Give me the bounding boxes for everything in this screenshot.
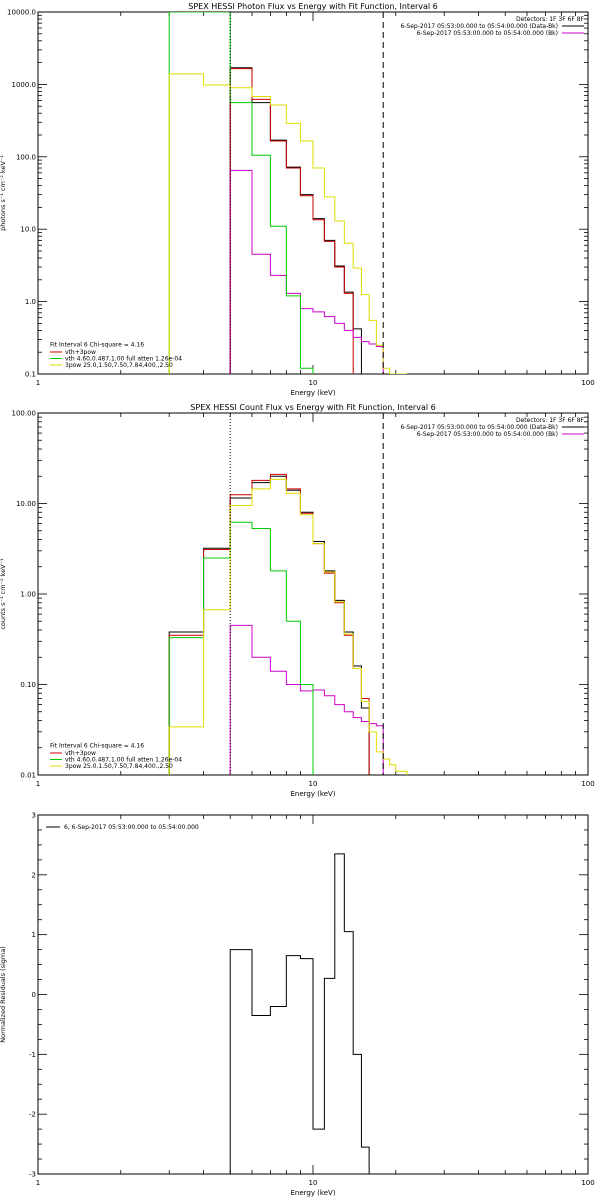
y-tick-label: -2 (29, 1111, 36, 1119)
legend-bottom: Fit Interval 6 Chi-square = 4.16vth+3pow… (50, 743, 182, 770)
legend-entry: vth 4.60,0.487,1.00 full atten 1.26e-04 (65, 356, 182, 363)
y-tick-label: 0.10 (20, 681, 36, 689)
legend-bottom: Fit Interval 6 Chi-square = 4.16vth+3pow… (50, 342, 182, 369)
plot-frame (37, 11, 589, 375)
y-tick-label: 1000.0 (12, 81, 37, 89)
legend-header: Fit Interval 6 Chi-square = 4.16 (50, 743, 144, 750)
chart-title: SPEX HESSI Photon Flux vs Energy with Fi… (188, 2, 438, 11)
y-tick-label: 100.00 (12, 410, 37, 418)
legend-top: Detectors: 1F 3F 6F 8F6-Sep-2017 05:53:0… (400, 16, 584, 37)
x-axis-label: Energy (keV) (290, 389, 335, 397)
x-tick-label: 100 (581, 379, 594, 387)
series-line-4 (168, 12, 314, 374)
legend-header: Fit Interval 6 Chi-square = 4.16 (50, 342, 144, 349)
legend-top: Detectors: 1F 3F 6F 8F6-Sep-2017 05:53:0… (400, 417, 584, 438)
y-tick-label: 0.01 (20, 772, 36, 780)
series-line-3 (229, 624, 384, 775)
series-line-5 (168, 73, 408, 374)
series-line-1 (168, 475, 370, 775)
chart-panel-3: 1 10 100 Energy (keV) -3 -2 -1 0 1 2 3 Normalized R… (0, 812, 595, 1198)
x-tick-label: 100 (581, 1179, 594, 1187)
series-group (168, 12, 408, 374)
y-tick-label: -3 (29, 1171, 36, 1179)
x-tick-label: 10 (309, 1179, 318, 1187)
chart-title: SPEX HESSI Count Flux vs Energy with Fit… (190, 403, 435, 412)
series-group (229, 853, 384, 1174)
y-tick-label: 1.0 (25, 298, 36, 306)
y-axis-label: Normalized Residuals (sigma) (0, 946, 7, 1043)
series-line-3 (229, 169, 384, 374)
legend-entry: 3pow 25.0,1.50,7.50,7.84,400.,2.50 (65, 362, 173, 369)
y-axis: 0.1 1.0 10.0 100.0 1000.0 10000.0 photons s⁻¹ … (0, 9, 588, 379)
y-tick-label: 1 (32, 931, 36, 939)
y-axis-label: photons s⁻¹ cm⁻² keV⁻¹ (0, 155, 7, 231)
legend-entry: vth+3pow (65, 750, 96, 757)
y-tick-label: 10.0 (20, 226, 36, 234)
x-axis: 1 10 100 Energy (keV) (36, 413, 595, 798)
legend-entry: vth 4.60,0.487,1.00 full atten 1.26e-04 (65, 757, 182, 764)
y-tick-label: -1 (29, 1051, 36, 1059)
series-line-5 (168, 478, 408, 775)
series-line-4 (168, 521, 314, 775)
y-tick-label: 10000.0 (7, 9, 36, 17)
y-tick-label: 0 (32, 991, 36, 999)
legend-entry: 6-Sep-2017 05:53:00.000 to 05:54:00.000 … (417, 30, 558, 37)
x-tick-label: 1 (36, 379, 40, 387)
legend-entry: 3pow 25.0,1.50,7.50,7.84,400.,2.50 (65, 763, 173, 770)
legend-header: Detectors: 1F 3F 6F 8F (516, 16, 585, 23)
x-tick-label: 1 (36, 1179, 40, 1187)
y-tick-label: 10.00 (16, 500, 36, 508)
x-axis: 1 10 100 Energy (keV) (36, 12, 595, 397)
series-line-2 (229, 68, 354, 374)
legend-entry: 6-Sep-2017 05:53:00.000 to 05:54:00.000 … (417, 431, 558, 438)
legend-entry: vth+3pow (65, 349, 96, 356)
legend-entry: 6-Sep-2017 05:53:00.000 to 05:54:00.000 … (400, 23, 558, 30)
legend-entry: 6, 6-Sep-2017 05:53:00.000 to 05:54:00.0… (64, 824, 199, 831)
y-axis-label: counts s⁻¹ cm⁻² keV⁻¹ (0, 558, 7, 630)
y-tick-label: 100.0 (16, 153, 36, 161)
x-tick-label: 1 (36, 780, 40, 788)
x-tick-label: 10 (309, 379, 318, 387)
y-tick-label: 2 (32, 871, 36, 879)
y-tick-label: 0.1 (25, 371, 36, 379)
legend-header: Detectors: 1F 3F 6F 8F (516, 417, 585, 424)
y-axis: 0.01 0.10 1.00 10.00 100.00 counts s⁻¹ cm⁻² k… (0, 410, 588, 780)
x-axis-label: Energy (keV) (290, 790, 335, 798)
series-line-2 (168, 473, 370, 775)
series-group (168, 473, 408, 775)
x-axis-label: Energy (keV) (290, 1189, 335, 1197)
y-axis: -3 -2 -1 0 1 2 3 Normalized Residuals (sigma) (0, 812, 588, 1179)
chart-panel-2: 1 10 100 Energy (keV) 0.01 0.10 1.00 10.00 100.0… (0, 403, 595, 798)
y-tick-label: 3 (32, 812, 36, 820)
x-tick-label: 10 (309, 780, 318, 788)
x-tick-label: 100 (581, 780, 594, 788)
legend-top: 6, 6-Sep-2017 05:53:00.000 to 05:54:00.0… (46, 824, 199, 831)
x-axis: 1 10 100 Energy (keV) (36, 815, 595, 1197)
legend-entry: 6-Sep-2017 05:53:00.000 to 05:54:00.000 … (400, 424, 558, 431)
y-tick-label: 1.00 (20, 591, 36, 599)
series-line-1 (229, 853, 384, 1174)
